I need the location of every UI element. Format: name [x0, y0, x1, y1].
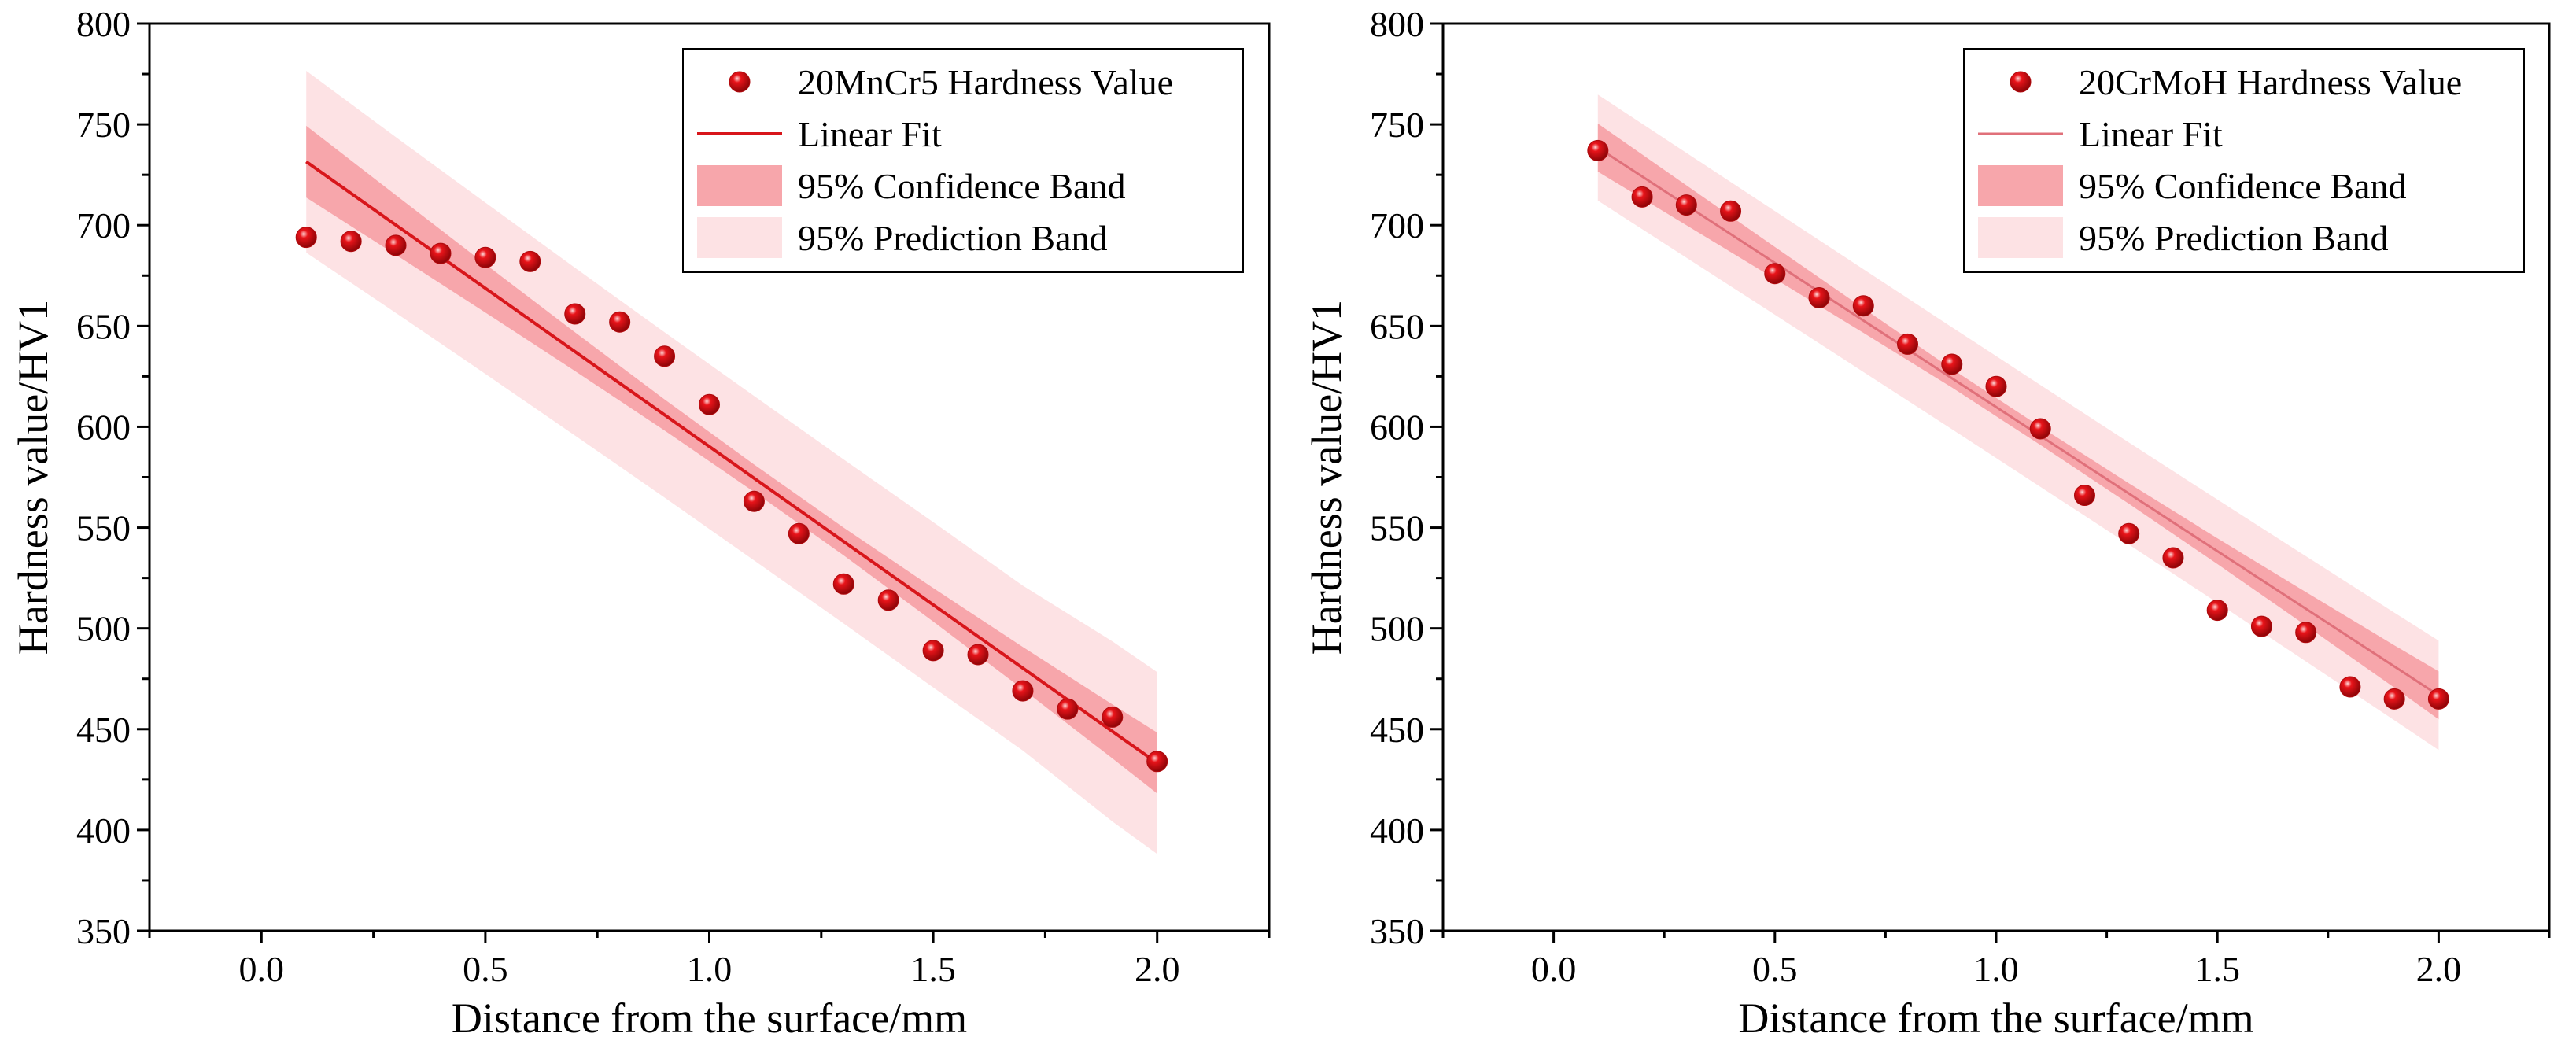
legend: 20CrMoH Hardness Value Linear Fit 95% Conf… — [1963, 48, 2525, 273]
y-axis-title: Hardness value/HV1 — [9, 300, 57, 655]
data-point — [922, 640, 944, 662]
legend-label-fit: Linear Fit — [2079, 114, 2223, 154]
data-point — [2073, 485, 2095, 507]
data-point — [519, 250, 541, 272]
data-point — [832, 573, 854, 595]
y-tick-label: 800 — [1370, 4, 1424, 44]
data-point — [699, 393, 720, 415]
data-point — [2339, 676, 2361, 698]
linear-fit-line — [305, 160, 1158, 765]
x-tick-label: 2.0 — [2416, 949, 2462, 989]
y-tick-label: 700 — [76, 205, 131, 245]
data-point — [1941, 353, 1963, 375]
legend-label-points: 20CrMoH Hardness Value — [2079, 62, 2462, 102]
legend-confidence-symbol — [697, 165, 782, 206]
y-tick-label: 500 — [1370, 609, 1424, 649]
data-point — [1012, 680, 1034, 702]
data-point — [788, 522, 810, 544]
data-point — [1852, 295, 1874, 317]
x-tick-label: 0.0 — [1531, 949, 1577, 989]
legend-confidence-symbol — [1978, 165, 2063, 206]
data-point — [295, 227, 317, 249]
data-point — [2250, 615, 2272, 637]
y-tick-label: 750 — [76, 105, 131, 145]
data-point — [2295, 622, 2317, 644]
legend-box — [682, 48, 1244, 273]
data-point — [1146, 751, 1168, 773]
data-point — [564, 303, 586, 325]
y-tick-label: 600 — [76, 407, 131, 447]
data-point — [1897, 333, 1919, 355]
x-tick-label: 0.5 — [463, 949, 508, 989]
x-axis-title: Distance from the surface/mm — [1738, 994, 2253, 1042]
data-point — [877, 589, 899, 611]
x-tick-label: 0.5 — [1752, 949, 1798, 989]
data-point — [474, 246, 496, 268]
y-tick-label: 450 — [76, 710, 131, 750]
legend-point-symbol — [729, 71, 751, 93]
y-tick-label: 450 — [1370, 710, 1424, 750]
data-point — [654, 345, 676, 367]
legend-label-points: 20MnCr5 Hardness Value — [798, 62, 1173, 102]
y-tick-label: 600 — [1370, 407, 1424, 447]
data-point — [385, 234, 407, 256]
data-point — [2206, 600, 2228, 622]
chart-panel-1: 0.0 0.5 1.0 1.5 2.0 350 400 450 500 550 600 650 700 7… — [9, 4, 1271, 1042]
y-tick-label: 800 — [76, 4, 131, 44]
data-point — [2383, 688, 2405, 710]
data-point — [1057, 698, 1079, 720]
legend: 20MnCr5 Hardness Value Linear Fit 95% Conf… — [682, 48, 1244, 273]
data-point — [609, 311, 631, 333]
data-point — [1631, 186, 1653, 208]
y-tick-label: 550 — [76, 508, 131, 548]
data-point — [430, 242, 452, 264]
y-tick-label: 500 — [76, 609, 131, 649]
y-tick-label: 400 — [76, 810, 131, 851]
y-tick-label: 350 — [76, 911, 131, 951]
x-tick-label: 2.0 — [1135, 949, 1180, 989]
x-axis-title: Distance from the surface/mm — [452, 994, 967, 1042]
y-axis-title: Hardness value/HV1 — [1303, 300, 1350, 655]
legend-label-confidence: 95% Confidence Band — [2079, 166, 2406, 206]
y-tick-label: 700 — [1370, 205, 1424, 245]
data-point — [2162, 547, 2184, 569]
y-tick-label: 400 — [1370, 810, 1424, 851]
x-tick-label: 1.5 — [2194, 949, 2240, 989]
data-point — [2029, 418, 2051, 440]
y-tick-label: 750 — [1370, 105, 1424, 145]
legend-prediction-symbol — [1978, 217, 2063, 258]
y-tick-label: 650 — [1370, 306, 1424, 346]
legend-label-fit: Linear Fit — [798, 114, 942, 154]
legend-label-confidence: 95% Confidence Band — [798, 166, 1125, 206]
legend-label-prediction: 95% Prediction Band — [2079, 218, 2389, 258]
x-tick-label: 0.0 — [239, 949, 285, 989]
y-tick-label: 350 — [1370, 911, 1424, 951]
y-tick-label: 650 — [76, 306, 131, 346]
legend-label-prediction: 95% Prediction Band — [798, 218, 1108, 258]
data-point — [743, 490, 765, 512]
legend-point-symbol — [2010, 71, 2032, 93]
chart-panel-2: 0.0 0.5 1.0 1.5 2.0 350 400 450 500 550 600 650 700 7… — [1303, 4, 2551, 1042]
data-point — [1675, 194, 1697, 216]
data-point — [967, 644, 989, 666]
x-tick-label: 1.0 — [687, 949, 733, 989]
data-point — [1102, 706, 1124, 728]
y-tick-label: 550 — [1370, 508, 1424, 548]
data-point — [1808, 286, 1830, 308]
data-point — [1720, 200, 1742, 222]
confidence-band — [306, 125, 1157, 794]
x-tick-label: 1.0 — [1973, 949, 2019, 989]
data-point — [1587, 139, 1609, 161]
data-point — [1764, 263, 1786, 285]
data-point — [2427, 688, 2449, 710]
legend-prediction-symbol — [697, 217, 782, 258]
data-point — [1985, 375, 2007, 397]
x-tick-label: 1.5 — [910, 949, 956, 989]
data-point — [2118, 522, 2140, 544]
data-point — [340, 231, 362, 253]
